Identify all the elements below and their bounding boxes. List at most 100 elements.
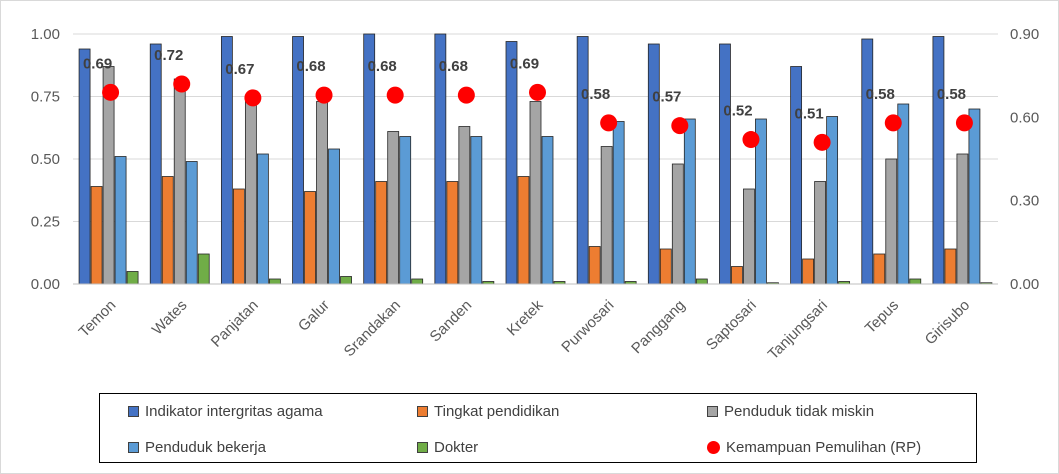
bar-11-1 <box>873 253 886 285</box>
bar-4-2 <box>387 131 400 285</box>
rp-point <box>315 86 333 104</box>
rp-point <box>457 86 475 104</box>
bar-10-2 <box>814 181 827 285</box>
rp-data-label: 0.51 <box>795 105 824 122</box>
y-left-tick-label: 0.75 <box>31 89 60 106</box>
rp-point <box>600 114 618 132</box>
bar-9-2 <box>743 188 755 285</box>
x-tick-label: Tanjungsari <box>765 297 831 363</box>
bar-10-0 <box>790 66 803 285</box>
y-right-tick-label: 0.60 <box>1010 109 1039 126</box>
bar-2-2 <box>244 101 257 285</box>
x-tick-label: Wates <box>149 297 191 339</box>
bar-8-1 <box>659 248 672 285</box>
x-tick-label: Galur <box>295 297 333 335</box>
bar-0-4 <box>126 271 139 285</box>
bar-5-1 <box>446 181 459 285</box>
bar-8-4 <box>695 278 708 285</box>
bar-2-3 <box>256 153 269 285</box>
legend-dot-rp <box>707 440 720 454</box>
bar-3-3 <box>328 148 340 285</box>
bar-1-4 <box>197 253 210 285</box>
bar-8-0 <box>647 43 660 285</box>
bar-11-2 <box>885 158 898 285</box>
legend-label-tidak-miskin: Penduduk tidak miskin <box>724 402 875 420</box>
rp-point <box>671 117 689 135</box>
x-tick-label: Purwosari <box>558 297 617 356</box>
bar-0-3 <box>114 156 127 285</box>
bar-12-0 <box>932 36 945 285</box>
bar-6-3 <box>541 136 554 285</box>
bar-5-3 <box>470 136 483 285</box>
legend-item-rp: Kemampuan Pemulihan (RP) <box>707 438 921 456</box>
legend-label-rp: Kemampuan Pemulihan (RP) <box>726 438 922 456</box>
bar-6-1 <box>517 176 530 285</box>
rp-point <box>529 83 546 101</box>
bar-4-4 <box>411 278 424 285</box>
rp-point <box>955 114 973 132</box>
bar-4-3 <box>399 136 412 285</box>
bar-10-1 <box>802 258 815 285</box>
bar-7-3 <box>612 121 625 285</box>
y-right-tick-label: 0.90 <box>1010 26 1039 43</box>
bar-3-4 <box>340 276 352 285</box>
legend-swatch-integritas <box>128 405 139 417</box>
legend-swatch-pendidikan <box>417 405 428 417</box>
x-tick-label: Temon <box>76 297 120 341</box>
rp-point <box>884 114 902 132</box>
x-tick-label: Srandakan <box>341 297 404 360</box>
rp-point <box>742 131 760 149</box>
rp-point <box>813 133 831 151</box>
legend-swatch-dokter <box>417 441 428 453</box>
legend-swatch-bekerja <box>128 441 139 453</box>
legend-item-bekerja: Penduduk bekerja <box>128 438 266 456</box>
bar-0-1 <box>90 186 103 285</box>
rp-data-label: 0.67 <box>225 61 254 78</box>
bar-2-1 <box>232 188 245 285</box>
rp-data-label: 0.52 <box>723 103 752 120</box>
y-right-tick-label: 0.00 <box>1010 276 1039 293</box>
rp-point <box>386 86 404 104</box>
x-tick-label: Saptosari <box>703 297 760 354</box>
y-left-tick-label: 0.00 <box>31 276 60 293</box>
bar-9-0 <box>719 43 731 285</box>
bar-6-0 <box>505 41 518 285</box>
bar-9-1 <box>731 266 743 285</box>
x-tick-label: Kretek <box>504 296 547 339</box>
rp-data-label: 0.58 <box>866 86 895 103</box>
x-tick-label: Sanden <box>427 297 476 346</box>
bar-3-2 <box>316 101 328 285</box>
rp-data-label: 0.72 <box>154 47 183 64</box>
bar-12-3 <box>968 108 981 285</box>
bar-5-2 <box>458 126 471 285</box>
rp-data-label: 0.57 <box>652 89 681 106</box>
y-left-tick-label: 0.25 <box>31 214 60 231</box>
y-left-tick-label: 0.50 <box>31 151 60 168</box>
legend: Indikator intergritas agama Tingkat pend… <box>99 393 977 463</box>
bar-4-1 <box>375 181 388 285</box>
rp-data-label: 0.69 <box>83 55 112 72</box>
bar-11-0 <box>861 38 874 285</box>
rp-point <box>173 75 191 93</box>
bar-1-1 <box>161 176 174 285</box>
bar-8-3 <box>683 118 696 285</box>
legend-item-tidak-miskin: Penduduk tidak miskin <box>707 402 874 420</box>
bar-11-3 <box>897 103 910 285</box>
rp-data-label: 0.58 <box>937 86 966 103</box>
legend-label-dokter: Dokter <box>434 438 479 456</box>
x-tick-label: Girisubo <box>922 297 974 349</box>
legend-item-integritas: Indikator intergritas agama <box>128 402 323 420</box>
bar-0-0 <box>78 48 91 285</box>
rp-data-label: 0.69 <box>510 55 539 72</box>
bar-1-2 <box>173 78 186 285</box>
legend-item-pendidikan: Tingkat pendidikan <box>417 402 559 420</box>
bar-8-2 <box>671 163 684 285</box>
y-left-tick-label: 1.00 <box>31 26 60 43</box>
legend-swatch-tidak-miskin <box>707 405 718 417</box>
bar-2-4 <box>268 278 281 285</box>
bar-1-3 <box>185 161 198 285</box>
legend-label-pendidikan: Tingkat pendidikan <box>434 402 560 420</box>
rp-point <box>102 83 120 101</box>
bar-6-2 <box>529 101 542 285</box>
